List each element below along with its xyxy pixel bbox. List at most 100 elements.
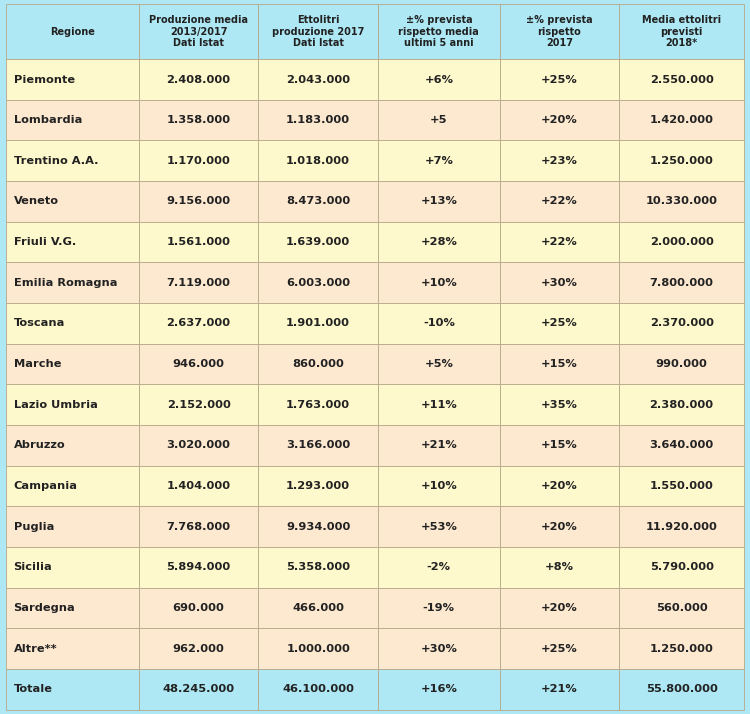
Text: 8.473.000: 8.473.000 bbox=[286, 196, 350, 206]
Text: 3.640.000: 3.640.000 bbox=[650, 441, 714, 451]
Text: Sicilia: Sicilia bbox=[13, 563, 52, 573]
Text: 860.000: 860.000 bbox=[292, 359, 344, 369]
Bar bbox=[500, 588, 620, 628]
Text: Ettolitri
produzione 2017
Dati Istat: Ettolitri produzione 2017 Dati Istat bbox=[272, 15, 364, 49]
Bar bbox=[500, 303, 620, 343]
Text: 1.018.000: 1.018.000 bbox=[286, 156, 350, 166]
Text: 7.119.000: 7.119.000 bbox=[166, 278, 230, 288]
Bar bbox=[139, 181, 259, 222]
Text: Veneto: Veneto bbox=[13, 196, 58, 206]
Text: +7%: +7% bbox=[424, 156, 453, 166]
Text: Puglia: Puglia bbox=[13, 522, 54, 532]
Bar bbox=[139, 100, 259, 141]
Text: 466.000: 466.000 bbox=[292, 603, 344, 613]
Text: Regione: Regione bbox=[50, 26, 94, 36]
Text: 5.358.000: 5.358.000 bbox=[286, 563, 350, 573]
Text: +15%: +15% bbox=[542, 441, 578, 451]
Text: 1.183.000: 1.183.000 bbox=[286, 115, 350, 125]
Text: Lazio Umbria: Lazio Umbria bbox=[13, 400, 98, 410]
Bar bbox=[6, 425, 139, 466]
Bar bbox=[620, 303, 744, 343]
Bar bbox=[620, 4, 744, 59]
Bar bbox=[620, 466, 744, 506]
Text: 11.920.000: 11.920.000 bbox=[646, 522, 718, 532]
Text: Piemonte: Piemonte bbox=[13, 74, 74, 84]
Bar bbox=[500, 343, 620, 384]
Text: 1.250.000: 1.250.000 bbox=[650, 644, 713, 654]
Text: +21%: +21% bbox=[542, 685, 578, 695]
Bar bbox=[620, 141, 744, 181]
Bar bbox=[259, 628, 378, 669]
Bar bbox=[6, 506, 139, 547]
Bar bbox=[6, 628, 139, 669]
Bar bbox=[620, 343, 744, 384]
Text: -2%: -2% bbox=[427, 563, 451, 573]
Bar bbox=[378, 669, 500, 710]
Text: Trentino A.A.: Trentino A.A. bbox=[13, 156, 98, 166]
Text: 7.800.000: 7.800.000 bbox=[650, 278, 714, 288]
Text: 1.901.000: 1.901.000 bbox=[286, 318, 350, 328]
Bar bbox=[500, 384, 620, 425]
Text: 1.170.000: 1.170.000 bbox=[166, 156, 230, 166]
Bar bbox=[139, 384, 259, 425]
Bar bbox=[139, 263, 259, 303]
Text: +25%: +25% bbox=[542, 74, 578, 84]
Bar bbox=[139, 466, 259, 506]
Bar bbox=[259, 425, 378, 466]
Text: 5.790.000: 5.790.000 bbox=[650, 563, 714, 573]
Text: Toscana: Toscana bbox=[13, 318, 64, 328]
Bar bbox=[139, 628, 259, 669]
Text: +15%: +15% bbox=[542, 359, 578, 369]
Text: 1.000.000: 1.000.000 bbox=[286, 644, 350, 654]
Bar bbox=[378, 59, 500, 100]
Bar bbox=[378, 384, 500, 425]
Text: 9.156.000: 9.156.000 bbox=[166, 196, 231, 206]
Bar bbox=[500, 141, 620, 181]
Text: 2.043.000: 2.043.000 bbox=[286, 74, 350, 84]
Text: +5%: +5% bbox=[424, 359, 453, 369]
Bar bbox=[500, 222, 620, 263]
Bar bbox=[139, 425, 259, 466]
Text: 946.000: 946.000 bbox=[172, 359, 224, 369]
Bar bbox=[6, 343, 139, 384]
Bar bbox=[500, 4, 620, 59]
Bar bbox=[259, 59, 378, 100]
Bar bbox=[378, 466, 500, 506]
Text: 1.293.000: 1.293.000 bbox=[286, 481, 350, 491]
Bar bbox=[139, 222, 259, 263]
Bar bbox=[6, 669, 139, 710]
Bar bbox=[620, 425, 744, 466]
Text: +13%: +13% bbox=[421, 196, 458, 206]
Bar bbox=[620, 384, 744, 425]
Text: +8%: +8% bbox=[545, 563, 574, 573]
Text: Emilia Romagna: Emilia Romagna bbox=[13, 278, 117, 288]
Bar bbox=[6, 4, 139, 59]
Bar bbox=[378, 222, 500, 263]
Text: +25%: +25% bbox=[542, 318, 578, 328]
Text: 1.250.000: 1.250.000 bbox=[650, 156, 713, 166]
Text: +16%: +16% bbox=[421, 685, 458, 695]
Bar bbox=[620, 59, 744, 100]
Text: 690.000: 690.000 bbox=[172, 603, 224, 613]
Bar bbox=[500, 547, 620, 588]
Bar bbox=[259, 466, 378, 506]
Text: 5.894.000: 5.894.000 bbox=[166, 563, 231, 573]
Text: +30%: +30% bbox=[421, 644, 458, 654]
Text: Altre**: Altre** bbox=[13, 644, 57, 654]
Text: +5: +5 bbox=[430, 115, 448, 125]
Text: Campania: Campania bbox=[13, 481, 77, 491]
Text: 55.800.000: 55.800.000 bbox=[646, 685, 718, 695]
Text: 3.166.000: 3.166.000 bbox=[286, 441, 350, 451]
Text: 1.550.000: 1.550.000 bbox=[650, 481, 713, 491]
Bar bbox=[6, 100, 139, 141]
Text: 6.003.000: 6.003.000 bbox=[286, 278, 350, 288]
Text: 1.404.000: 1.404.000 bbox=[166, 481, 231, 491]
Bar bbox=[6, 466, 139, 506]
Text: ±% prevista
rispetto media
ultimi 5 anni: ±% prevista rispetto media ultimi 5 anni bbox=[398, 15, 479, 49]
Text: +20%: +20% bbox=[542, 603, 578, 613]
Bar bbox=[259, 100, 378, 141]
Bar bbox=[500, 628, 620, 669]
Text: 2.152.000: 2.152.000 bbox=[166, 400, 230, 410]
Text: 48.245.000: 48.245.000 bbox=[163, 685, 235, 695]
Text: 1.420.000: 1.420.000 bbox=[650, 115, 714, 125]
